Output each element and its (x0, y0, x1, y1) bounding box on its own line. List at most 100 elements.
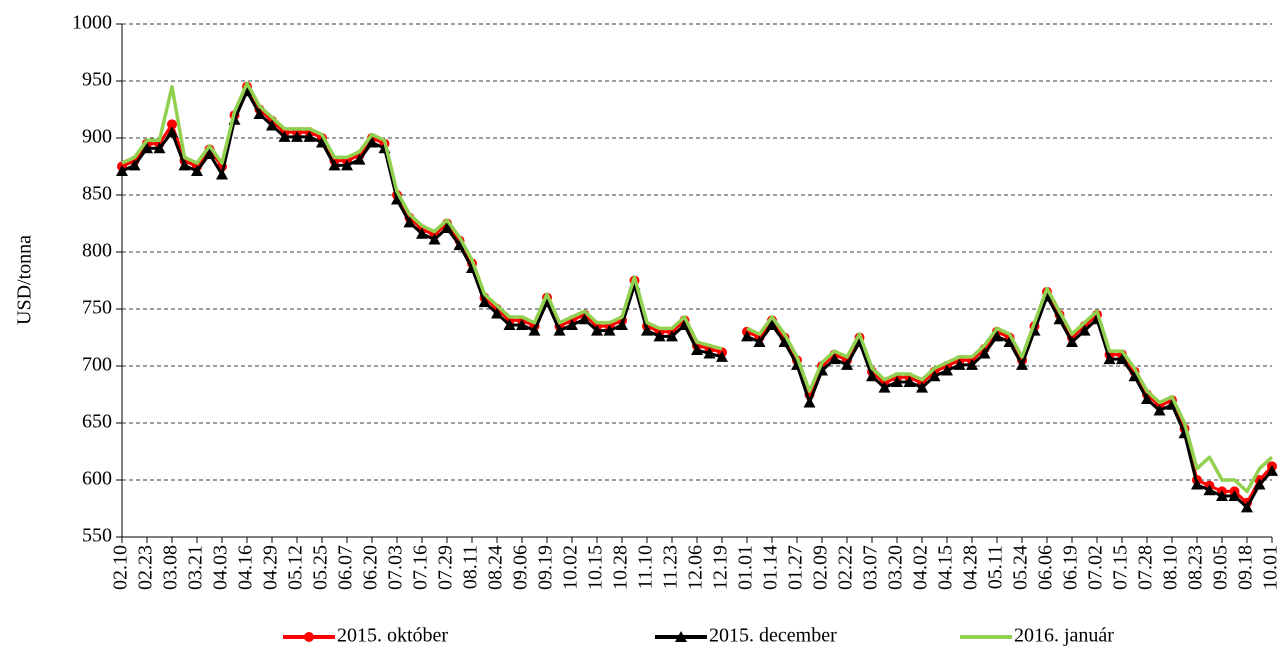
series-marker (491, 307, 503, 319)
x-tick-label: 04.16 (235, 545, 257, 590)
series-line (121, 89, 1274, 509)
series-line (121, 85, 1274, 505)
series-marker (1203, 484, 1216, 496)
x-tick-label: 09.19 (535, 545, 557, 590)
x-tick-label: 03.08 (160, 545, 182, 590)
y-tick-label: 850 (82, 183, 112, 205)
series-marker (503, 318, 516, 330)
x-tick-label: 08.11 (460, 545, 482, 589)
series-marker (891, 375, 903, 387)
series-marker (803, 396, 816, 408)
x-tick-label: 01.27 (785, 545, 807, 590)
series-marker (916, 381, 928, 393)
y-tick-label: 1000 (72, 12, 112, 34)
series-marker (153, 142, 166, 154)
x-tick-label: 07.29 (435, 545, 457, 590)
x-tick-label: 11.10 (635, 545, 657, 589)
series-marker (928, 370, 941, 382)
y-tick-label: 900 (82, 126, 112, 148)
series-marker (1241, 501, 1253, 513)
series-marker (1191, 478, 1203, 490)
series-marker (291, 130, 303, 142)
series-marker (116, 165, 128, 177)
series-marker (941, 364, 953, 376)
series-marker (428, 233, 441, 245)
x-tick-label: 07.03 (385, 545, 407, 590)
y-tick-label: 650 (82, 411, 112, 433)
series-marker (953, 358, 966, 370)
series-marker (1053, 313, 1066, 325)
x-tick-label: 04.02 (910, 545, 932, 590)
series-marker (1216, 489, 1228, 501)
series-marker (903, 375, 916, 387)
series-marker (516, 318, 528, 330)
series-marker (1266, 464, 1278, 476)
series-marker (278, 130, 291, 142)
series-marker (878, 381, 891, 393)
series-marker (578, 313, 591, 325)
x-tick-label: 06.06 (1035, 545, 1057, 590)
series-marker (678, 318, 691, 330)
series-marker (128, 159, 141, 171)
series-marker (1253, 478, 1266, 490)
y-tick-label: 950 (82, 69, 112, 91)
series-marker (203, 147, 216, 159)
x-tick-label: 05.11 (985, 545, 1007, 589)
x-tick-label: 09.06 (510, 545, 532, 590)
series-marker (1016, 358, 1028, 370)
series-marker (416, 227, 428, 239)
series-marker (141, 142, 153, 154)
x-tick-label: 10.15 (585, 545, 607, 590)
x-tick-label: 08.24 (485, 545, 507, 590)
x-tick-label: 05.25 (310, 545, 332, 590)
series-marker (666, 330, 678, 342)
y-tick-label: 800 (82, 240, 112, 262)
x-tick-label: 10.28 (610, 545, 632, 590)
series-marker (991, 330, 1003, 342)
series-marker (653, 330, 666, 342)
series-marker (478, 296, 491, 308)
series-marker (316, 136, 328, 148)
x-tick-label: 09.05 (1210, 545, 1232, 590)
series-marker (566, 318, 578, 330)
legend-label: 2015. október (337, 625, 448, 647)
x-tick-label: 03.20 (885, 545, 907, 590)
series-marker (453, 239, 466, 251)
series-marker (1116, 353, 1128, 365)
x-tick-label: 03.07 (860, 545, 882, 590)
series-marker (1066, 336, 1078, 348)
series-marker (591, 324, 603, 336)
x-tick-label: 12.19 (710, 545, 732, 590)
series-marker (616, 318, 628, 330)
series-marker (391, 193, 403, 205)
series-marker (403, 216, 416, 228)
x-tick-label: 04.03 (210, 545, 232, 590)
x-tick-label: 01.14 (760, 545, 782, 590)
y-tick-label: 600 (82, 468, 112, 490)
series-marker (603, 324, 616, 336)
series-marker (191, 165, 203, 177)
x-tick-label: 07.28 (1135, 545, 1157, 590)
x-tick-label: 08.10 (1160, 545, 1182, 590)
series-marker (253, 108, 266, 120)
x-tick-label: 11.23 (660, 545, 682, 589)
x-tick-label: 08.23 (1185, 545, 1207, 590)
x-tick-label: 06.20 (360, 545, 382, 590)
series-marker (966, 358, 978, 370)
series-marker (553, 324, 566, 336)
series-marker (166, 126, 178, 138)
series-marker (441, 222, 453, 234)
legend-marker (304, 632, 314, 642)
series-marker (303, 130, 316, 142)
series-marker (353, 153, 366, 165)
legend-label: 2016. január (1014, 625, 1114, 647)
x-tick-label: 01.01 (735, 545, 757, 590)
series-marker (266, 119, 278, 131)
series-marker (978, 347, 991, 359)
series-marker (167, 119, 177, 130)
y-tick-label: 550 (82, 525, 112, 547)
series-marker (716, 350, 728, 362)
series-marker (741, 330, 753, 342)
x-tick-label: 02.10 (110, 545, 132, 590)
